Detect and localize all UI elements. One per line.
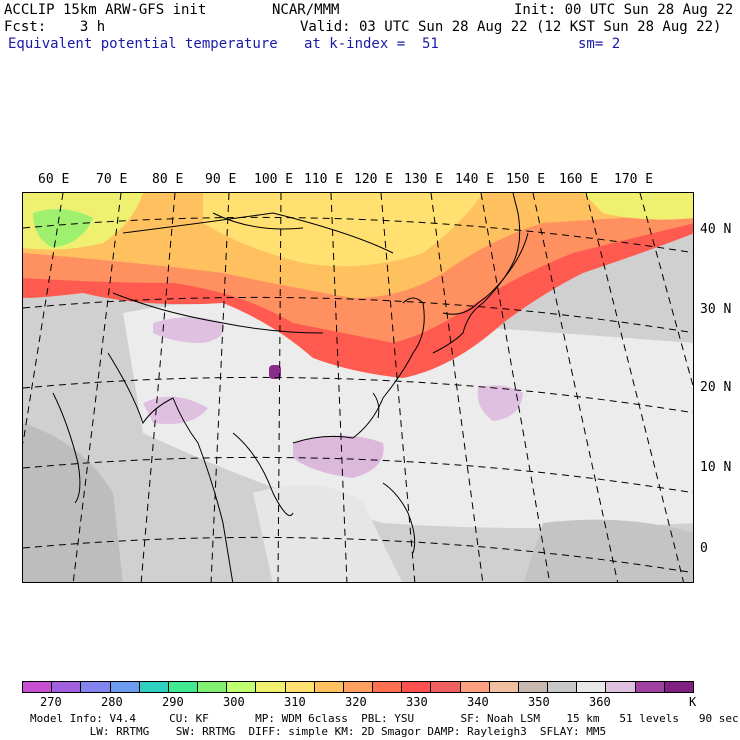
title-line2-left: Fcst: 3 h — [4, 19, 106, 35]
colorbar-swatch-15 — [460, 682, 490, 692]
lon-label: 80 E — [152, 172, 184, 187]
theta-e-field — [23, 193, 693, 582]
field-name: Equivalent potential temperature — [8, 36, 278, 52]
colorbar-swatch-21 — [635, 682, 665, 692]
colorbar-swatch-12 — [373, 682, 403, 692]
lat-label: 10 N — [700, 460, 732, 475]
colorbar-unit-label: K — [689, 695, 697, 709]
lon-label: 110 E — [304, 172, 344, 187]
lon-label: 70 E — [96, 172, 128, 187]
title-line2-right: Valid: 03 UTC Sun 28 Aug 22 (12 KST Sun … — [300, 19, 722, 35]
colorbar — [22, 681, 694, 693]
lon-label: 90 E — [205, 172, 237, 187]
colorbar-swatch-13 — [402, 682, 432, 692]
colorbar-swatch-17 — [518, 682, 549, 692]
title-line1-right: Init: 00 UTC Sun 28 Aug 22 — [514, 2, 734, 18]
title-line1-center: NCAR/MMM — [272, 2, 340, 18]
colorbar-tick-label: 340 — [467, 695, 489, 709]
colorbar-swatch-4 — [139, 682, 169, 692]
smoothing-info: sm= 2 — [578, 36, 621, 52]
lat-label: 30 N — [700, 302, 732, 317]
colorbar-swatch-16 — [489, 682, 519, 692]
title-line1-left: ACCLIP 15km ARW-GFS init — [4, 2, 207, 18]
lat-label: 20 N — [700, 380, 732, 395]
colorbar-swatch-1 — [52, 682, 82, 692]
colorbar-swatch-14 — [431, 682, 461, 692]
colorbar-tick-label: 350 — [528, 695, 550, 709]
lat-label: 40 N — [700, 222, 732, 237]
colorbar-swatch-19 — [577, 682, 607, 692]
colorbar-tick-label: 320 — [345, 695, 367, 709]
level-info: at k-index = 51 — [304, 36, 439, 52]
lon-label: 160 E — [559, 172, 599, 187]
colorbar-swatch-6 — [198, 682, 228, 692]
lon-label: 130 E — [404, 172, 444, 187]
colorbar-swatch-8 — [256, 682, 286, 692]
lon-label: 100 E — [254, 172, 294, 187]
colorbar-swatch-20 — [606, 682, 636, 692]
lon-label: 150 E — [506, 172, 546, 187]
lon-label: 120 E — [354, 172, 394, 187]
lon-label: 140 E — [455, 172, 495, 187]
colorbar-tick-label: 330 — [406, 695, 428, 709]
colorbar-swatch-9 — [285, 682, 315, 692]
map-panel — [22, 192, 694, 583]
colorbar-tick-label: 290 — [162, 695, 184, 709]
lon-label: 60 E — [38, 172, 70, 187]
lon-label: 170 E — [614, 172, 654, 187]
colorbar-tick-label: 360 — [589, 695, 611, 709]
model-info-line1: Model Info: V4.4 CU: KF MP: WDM 6class P… — [30, 712, 739, 725]
colorbar-swatch-18 — [548, 682, 578, 692]
model-info-line2: LW: RRTMG SW: RRTMG DIFF: simple KM: 2D … — [30, 725, 607, 738]
colorbar-tick-label: 300 — [223, 695, 245, 709]
colorbar-swatch-3 — [110, 682, 140, 692]
colorbar-swatch-2 — [81, 682, 111, 692]
colorbar-swatch-11 — [343, 682, 374, 692]
colorbar-tick-label: 310 — [284, 695, 306, 709]
colorbar-swatch-7 — [227, 682, 257, 692]
lat-label: 0 — [700, 541, 708, 556]
colorbar-tick-label: 270 — [40, 695, 62, 709]
colorbar-swatch-0 — [23, 682, 53, 692]
colorbar-swatch-5 — [168, 682, 199, 692]
colorbar-tick-label: 280 — [101, 695, 123, 709]
colorbar-swatch-10 — [314, 682, 344, 692]
colorbar-swatch-22 — [664, 682, 693, 692]
